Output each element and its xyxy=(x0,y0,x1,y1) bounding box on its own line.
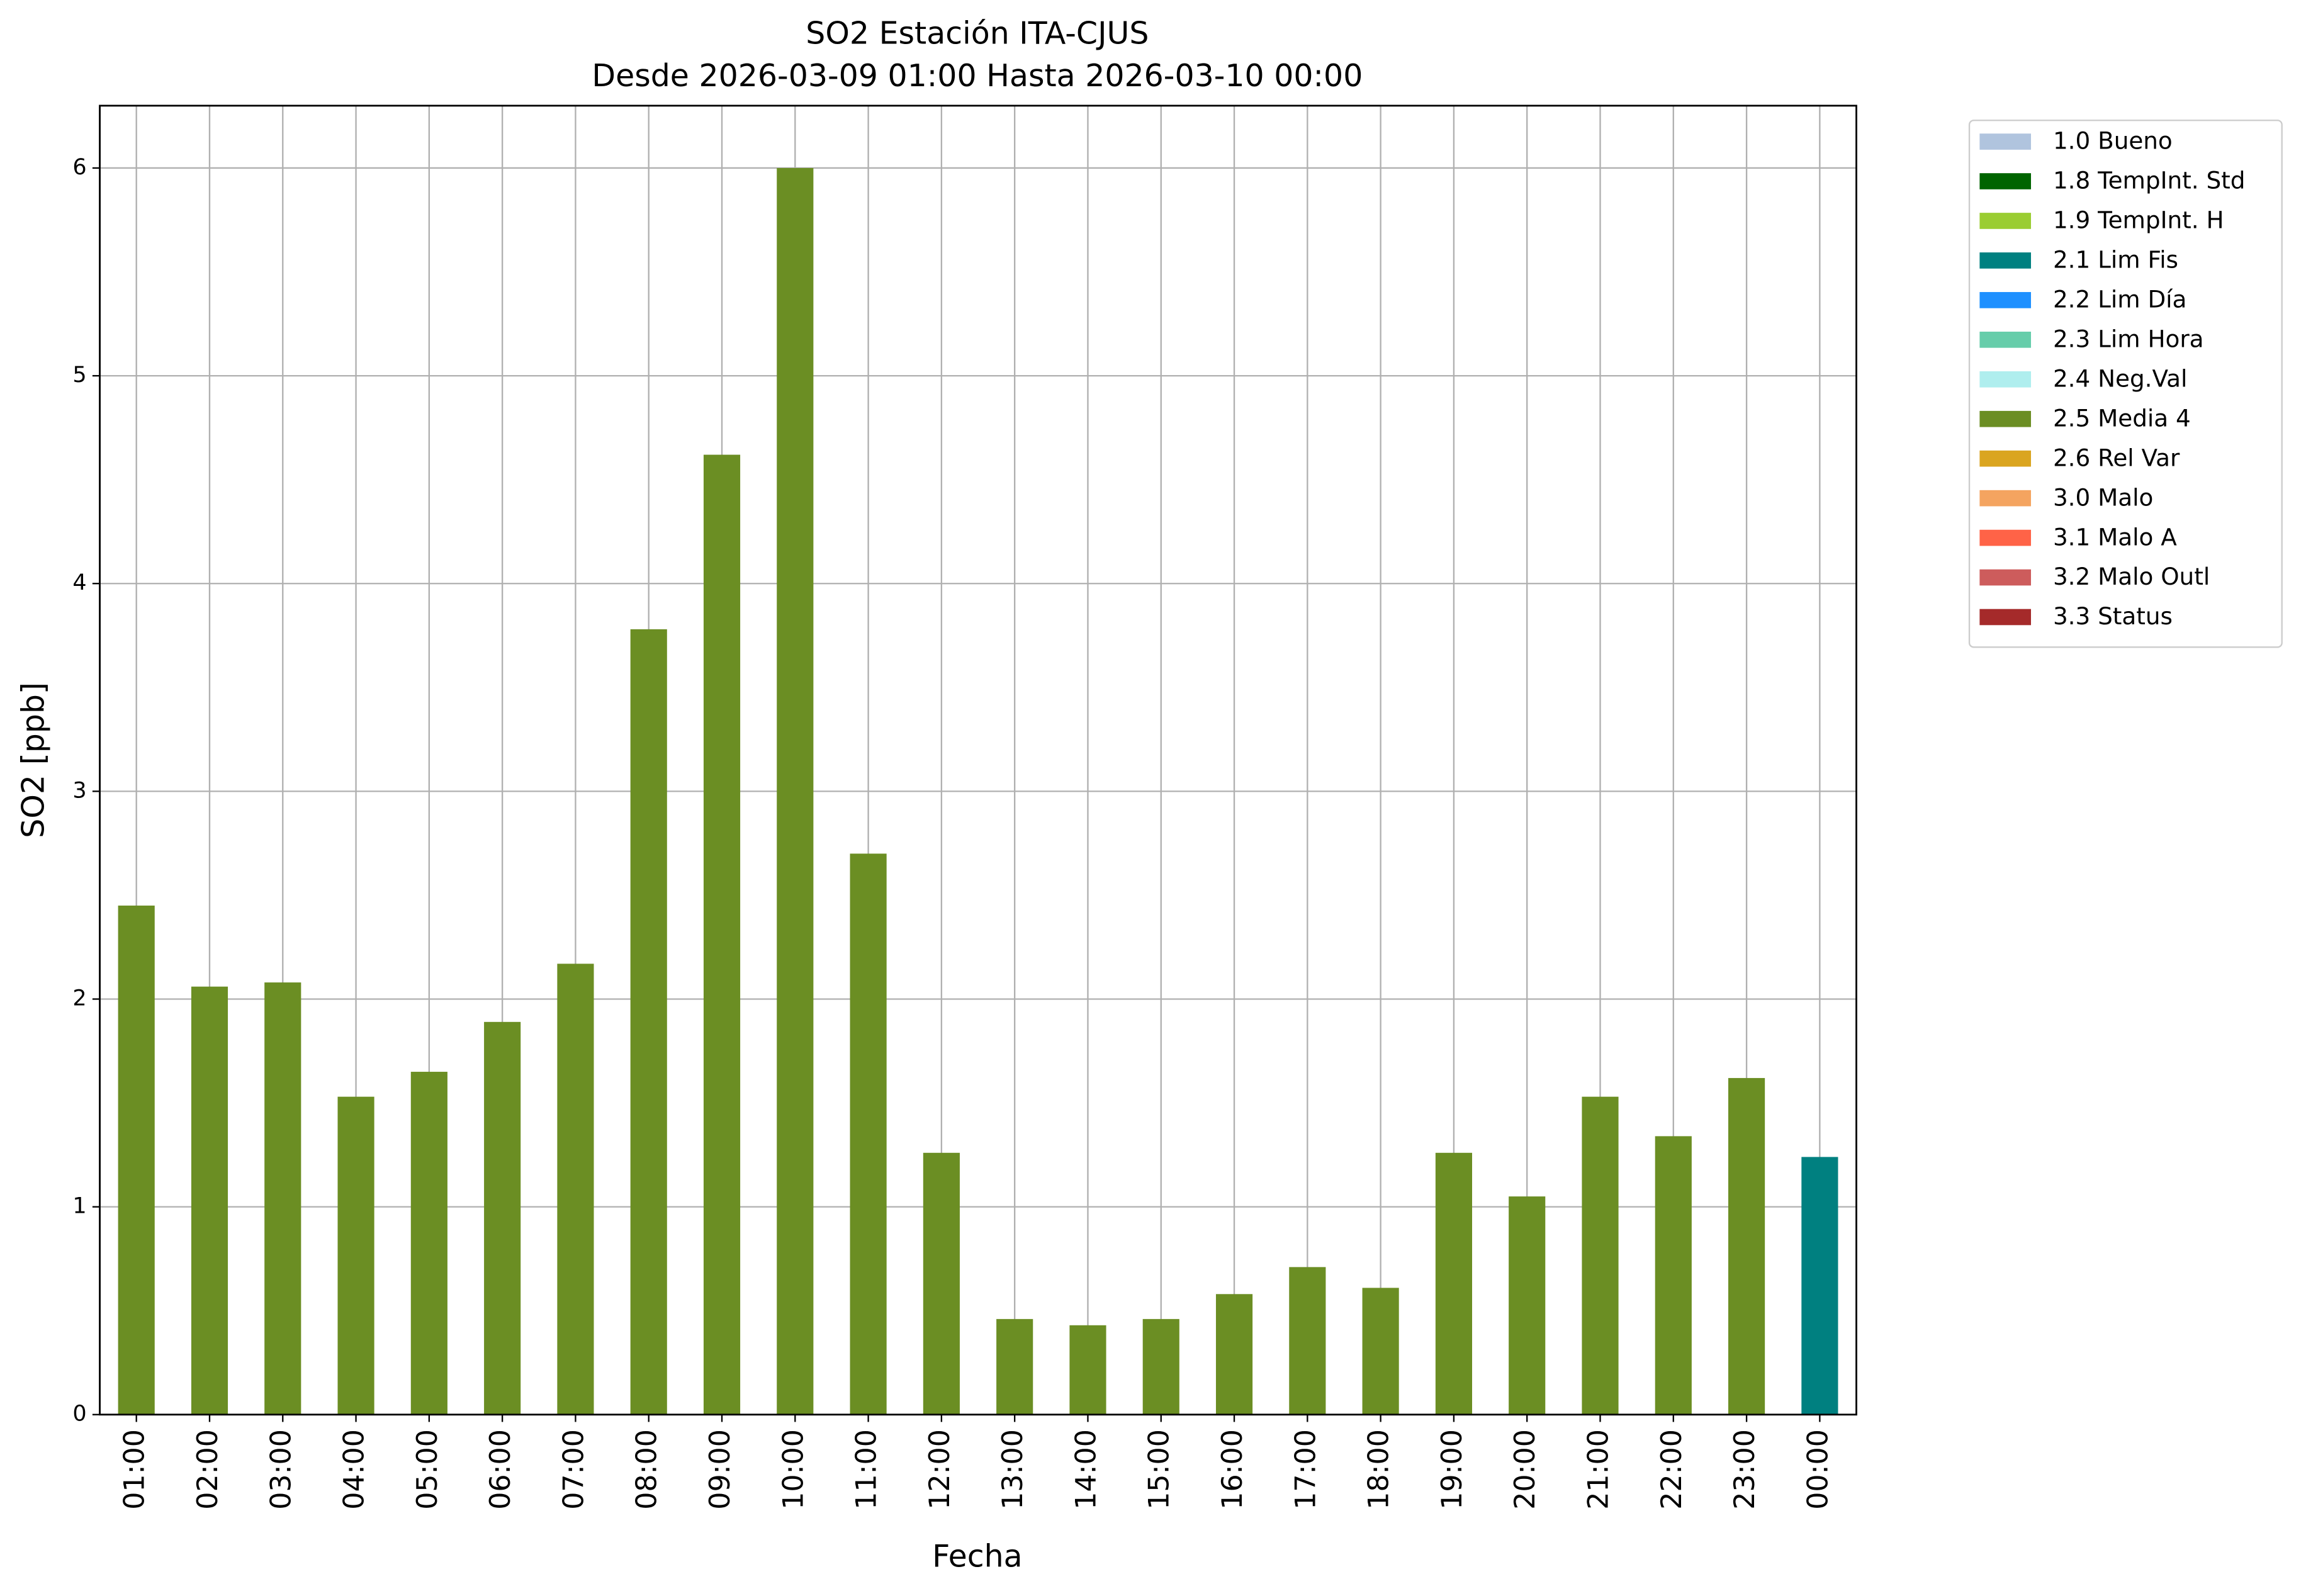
bar xyxy=(264,982,301,1415)
bar xyxy=(557,964,594,1415)
y-tick-label: 1 xyxy=(72,1194,86,1219)
bar xyxy=(337,1096,374,1415)
bar xyxy=(1289,1267,1326,1415)
legend-label: 1.8 TempInt. Std xyxy=(2053,167,2246,194)
legend-label: 1.0 Bueno xyxy=(2053,127,2173,155)
legend-swatch xyxy=(1979,529,2031,546)
bar xyxy=(630,629,667,1415)
legend-label: 2.2 Lim Día xyxy=(2053,286,2186,313)
y-tick-label: 0 xyxy=(72,1402,86,1427)
legend-swatch xyxy=(1979,133,2031,150)
x-tick-label: 17:00 xyxy=(1290,1429,1322,1510)
legend-swatch xyxy=(1979,371,2031,388)
x-tick-label: 20:00 xyxy=(1509,1429,1541,1510)
bar xyxy=(1215,1294,1253,1415)
x-tick-label: 10:00 xyxy=(777,1429,809,1510)
bar xyxy=(1509,1196,1546,1415)
x-tick-label: 21:00 xyxy=(1582,1429,1614,1510)
legend-swatch xyxy=(1979,450,2031,467)
x-tick-label: 01:00 xyxy=(119,1429,151,1510)
x-tick-label: 15:00 xyxy=(1144,1429,1176,1510)
bar xyxy=(118,905,155,1415)
x-tick-label: 03:00 xyxy=(265,1429,297,1510)
x-tick-label: 16:00 xyxy=(1217,1429,1249,1510)
bars xyxy=(118,167,1838,1415)
legend-label: 3.0 Malo xyxy=(2053,483,2153,511)
legend-swatch xyxy=(1979,173,2031,189)
bar xyxy=(850,853,887,1415)
x-tick-label: 08:00 xyxy=(631,1429,663,1510)
x-tick-label: 00:00 xyxy=(1802,1429,1834,1510)
bar xyxy=(1435,1152,1472,1415)
legend-swatch xyxy=(1979,213,2031,229)
x-tick-label: 19:00 xyxy=(1436,1429,1468,1510)
legend-label: 2.4 Neg.Val xyxy=(2053,364,2187,392)
legend-swatch xyxy=(1979,490,2031,507)
legend-label: 2.3 Lim Hora xyxy=(2053,325,2204,352)
bar xyxy=(923,1152,960,1415)
legend-label: 1.9 TempInt. H xyxy=(2053,206,2224,234)
legend-label: 2.1 Lim Fis xyxy=(2053,246,2178,274)
bar xyxy=(1362,1288,1399,1415)
legend-swatch xyxy=(1979,609,2031,626)
x-tick-label: 02:00 xyxy=(192,1429,224,1510)
legend: 1.0 Bueno 1.8 TempInt. Std 1.9 TempInt. H 2… xyxy=(1968,120,2283,648)
chart-subtitle: Desde 2026-03-09 01:00 Hasta 2026-03-10 … xyxy=(592,58,1363,94)
legend-swatch xyxy=(1979,332,2031,348)
x-tick-label: 05:00 xyxy=(412,1429,444,1510)
bar xyxy=(1582,1096,1619,1415)
x-tick-label: 07:00 xyxy=(558,1429,590,1510)
bar xyxy=(1801,1157,1838,1415)
legend-swatch xyxy=(1979,410,2031,427)
x-tick-label: 12:00 xyxy=(924,1429,956,1510)
legend-swatch xyxy=(1979,252,2031,269)
legend-label: 2.5 Media 4 xyxy=(2053,404,2191,432)
x-tick-label: 06:00 xyxy=(485,1429,517,1510)
x-tick-label: 18:00 xyxy=(1363,1429,1395,1510)
legend-label: 2.6 Rel Var xyxy=(2053,444,2180,471)
legend-box xyxy=(1968,120,2283,648)
legend-label: 3.3 Status xyxy=(2053,602,2173,630)
plot-frame xyxy=(99,104,1857,1416)
x-tick-label: 23:00 xyxy=(1729,1429,1761,1510)
x-tick-label: 13:00 xyxy=(997,1429,1029,1510)
legend-label: 3.2 Malo Outl xyxy=(2053,563,2210,590)
x-tick-label: 09:00 xyxy=(704,1429,736,1510)
bar xyxy=(1728,1077,1765,1415)
y-tick-label: 5 xyxy=(72,362,86,388)
y-axis-label: SO2 [ppb] xyxy=(15,682,51,838)
x-tick-label: 22:00 xyxy=(1656,1429,1688,1510)
axes: 0 1 2 3 4 5 6 01:00 02:00 03:00 04:00 05:00 06:00 07:… xyxy=(72,104,1857,1510)
x-axis-label: Fecha xyxy=(932,1539,1023,1575)
chart-title: SO2 Estación ITA-CJUS xyxy=(806,16,1149,52)
y-tick-label: 6 xyxy=(72,155,86,180)
x-tick-label: 04:00 xyxy=(339,1429,371,1510)
bar xyxy=(484,1021,521,1415)
legend-swatch xyxy=(1979,569,2031,586)
bar xyxy=(703,454,741,1415)
y-tick-label: 2 xyxy=(72,986,86,1011)
y-tick-label: 3 xyxy=(72,778,86,803)
bar xyxy=(410,1072,447,1415)
bar xyxy=(1069,1325,1106,1415)
x-tick-label: 14:00 xyxy=(1070,1429,1102,1510)
bar xyxy=(1655,1136,1692,1415)
y-tick-label: 4 xyxy=(72,570,86,595)
bar xyxy=(1142,1318,1179,1415)
legend-swatch xyxy=(1979,292,2031,308)
legend-label: 3.1 Malo A xyxy=(2053,523,2177,551)
bar xyxy=(777,167,814,1415)
bar xyxy=(191,986,228,1415)
bar xyxy=(996,1318,1033,1415)
x-tick-label: 11:00 xyxy=(851,1429,883,1510)
